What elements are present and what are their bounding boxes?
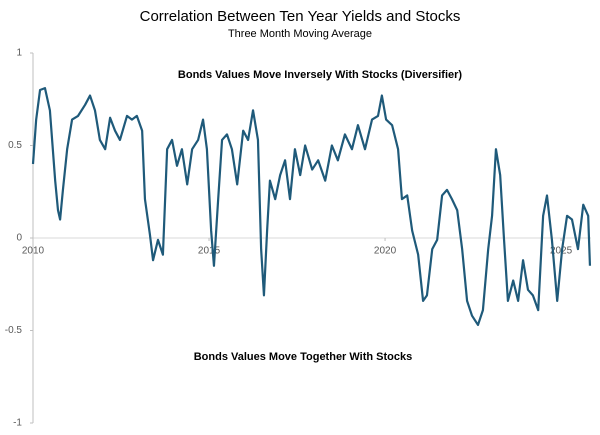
y-tick-label: -0.5 [5,325,23,336]
chart-title: Correlation Between Ten Year Yields and … [140,8,461,25]
x-tick-label: 2010 [22,246,45,257]
y-tick-label: -1 [13,418,22,429]
annotation: Bonds Values Move Inversely With Stocks … [178,69,463,81]
y-tick-label: 0.5 [8,140,22,151]
x-tick-label: 2020 [374,246,397,257]
line-series [31,87,592,327]
y-tick-label: 1 [16,48,22,59]
annotation: Bonds Values Move Together With Stocks [194,351,413,363]
chart-subtitle: Three Month Moving Average [228,28,372,40]
y-tick-label: 0 [16,233,22,244]
x-tick-label: 2015 [198,246,221,257]
